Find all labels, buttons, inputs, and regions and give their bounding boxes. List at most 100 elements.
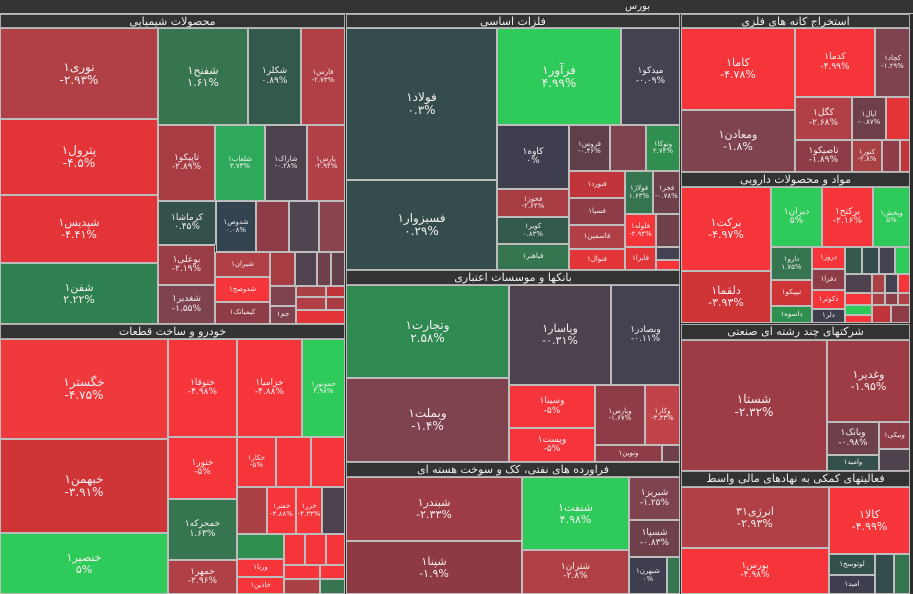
stock-tile[interactable]: کویر۱ ۰.۸۳% xyxy=(497,217,569,244)
stock-tile[interactable]: دفرا۱ xyxy=(812,269,845,290)
stock-tile[interactable]: کچاد۱ -۱.۲۹% xyxy=(875,28,910,97)
sector-header[interactable]: استخراج کانه های فلزی xyxy=(681,14,910,28)
stock-tile-unlabeled[interactable] xyxy=(296,286,326,297)
stock-tile[interactable]: تیپیکو۱ xyxy=(771,280,812,306)
stock-tile-unlabeled[interactable] xyxy=(872,305,891,323)
stock-tile-unlabeled[interactable] xyxy=(284,565,320,579)
stock-tile[interactable]: شپدیس۱ -۴.۴۱% xyxy=(0,195,158,263)
stock-tile[interactable]: خنصیر۱ ۵% xyxy=(0,533,168,594)
stock-tile-unlabeled[interactable] xyxy=(270,252,295,286)
stock-tile-unlabeled[interactable] xyxy=(319,201,345,252)
stock-tile[interactable]: شیران۱ xyxy=(215,252,270,277)
stock-tile[interactable]: ختور۱ -۵% xyxy=(168,437,237,499)
stock-tile[interactable]: وامید۱ xyxy=(827,455,879,471)
stock-tile[interactable]: شبریز۱ -۱.۲۵% xyxy=(629,477,680,520)
sector-header[interactable]: فراورده های نفتی، کک و سوخت هسته ای xyxy=(346,462,680,477)
stock-tile[interactable]: فولاد۱ ۰.۳% xyxy=(346,28,497,180)
stock-tile[interactable]: وپارس۱ -۱.۶۷% xyxy=(595,385,645,445)
stock-tile[interactable]: خمهر۱ -۲.۹۶% xyxy=(168,560,237,594)
stock-tile-unlabeled[interactable] xyxy=(667,557,680,594)
stock-tile-unlabeled[interactable] xyxy=(886,97,910,140)
stock-tile[interactable]: پترول۱ -۴.۵% xyxy=(0,119,158,195)
stock-tile-unlabeled[interactable] xyxy=(322,487,345,534)
stock-tile[interactable]: وکار۱ -۳.۳۳% xyxy=(645,385,680,445)
stock-tile-unlabeled[interactable] xyxy=(320,579,345,594)
stock-tile[interactable]: دیران۱ ۵% xyxy=(771,187,822,247)
stock-tile[interactable]: خموتور۱ ۴.۹۸% xyxy=(302,339,345,437)
stock-tile[interactable]: فخوز۱ -۲.۶۴% xyxy=(497,189,569,217)
stock-tile[interactable]: تاپیکو۱ -۲.۸۹% xyxy=(158,125,215,201)
stock-tile[interactable]: وتوکا۱ ۲.۷۴% xyxy=(646,125,680,171)
sector-header[interactable]: خودرو و ساخت قطعات xyxy=(0,324,345,339)
stock-tile-unlabeled[interactable] xyxy=(845,315,872,323)
stock-tile[interactable]: برکتح۱ -۲.۱۶% xyxy=(822,187,873,247)
stock-tile-unlabeled[interactable] xyxy=(237,487,267,534)
stock-tile-unlabeled[interactable] xyxy=(862,247,879,274)
stock-tile[interactable]: وغدیر۱ -۱.۹۵% xyxy=(827,340,910,422)
stock-tile-unlabeled[interactable] xyxy=(276,437,311,487)
stock-tile[interactable]: خزر۱ -۴.۳۳% xyxy=(296,487,322,534)
stock-tile[interactable]: کاما۱ -۴.۷۸% xyxy=(681,28,795,110)
stock-tile-unlabeled[interactable] xyxy=(900,140,910,172)
stock-tile[interactable]: فروس۱ -۰.۴۶% xyxy=(569,125,610,171)
stock-tile[interactable]: کدما۱ -۴.۹۹% xyxy=(795,28,875,97)
stock-tile[interactable]: ختوقا۱ -۴.۹۸% xyxy=(168,339,237,437)
stock-tile[interactable]: فاسمین۱ xyxy=(569,225,625,249)
stock-tile-unlabeled[interactable] xyxy=(326,534,345,565)
stock-tile[interactable]: شسپا۱ -۰.۸۳% xyxy=(629,520,680,557)
stock-tile[interactable]: کرماشا۱ ۰.۴۵% xyxy=(158,201,216,245)
stock-tile[interactable]: وبملت۱ -۱.۴% xyxy=(346,378,509,462)
stock-tile[interactable]: فایرا۱ xyxy=(625,247,656,270)
stock-tile[interactable]: خاذین۱ xyxy=(237,577,284,594)
stock-tile-unlabeled[interactable] xyxy=(885,274,898,293)
stock-tile-unlabeled[interactable] xyxy=(610,125,646,171)
stock-tile-unlabeled[interactable] xyxy=(326,286,345,297)
stock-tile[interactable]: برکت۱ -۴.۹۷% xyxy=(681,187,771,271)
stock-tile[interactable]: وپاسار۱ -۰.۳۱% xyxy=(509,285,611,385)
stock-tile[interactable]: وپخش۱ ۵% xyxy=(873,187,910,247)
stock-tile[interactable]: وبانک۱ -۰.۹۸% xyxy=(827,422,879,455)
stock-tile-unlabeled[interactable] xyxy=(270,286,296,306)
stock-tile-unlabeled[interactable] xyxy=(875,554,894,594)
stock-tile-unlabeled[interactable] xyxy=(320,565,345,579)
sector-header[interactable]: مواد و محصولات دارویی xyxy=(681,172,910,187)
stock-tile[interactable]: وبصادر۱ -۰.۱۱% xyxy=(611,285,680,385)
stock-tile[interactable]: وپست۱ -۵% xyxy=(509,428,595,462)
sector-header[interactable]: بانکها و موسسات اعتباری xyxy=(346,270,680,285)
stock-tile[interactable]: تاصیکو۱ -۱.۸۹% xyxy=(795,140,852,172)
stock-tile[interactable]: فسبزوار۱ ۰.۲۹% xyxy=(346,180,497,270)
stock-tile[interactable]: فنورد۱ xyxy=(569,171,625,198)
stock-tile-unlabeled[interactable] xyxy=(295,252,317,286)
stock-tile-unlabeled[interactable] xyxy=(845,305,872,315)
stock-tile[interactable]: خکار۱ -۵% xyxy=(237,437,276,487)
stock-tile[interactable]: خزامیا۱ -۴.۸۸% xyxy=(237,339,302,437)
stock-tile[interactable]: دکوثر۱ xyxy=(812,290,845,309)
sector-header[interactable]: شرکتهای چند رشته ای صنعتی xyxy=(681,324,910,340)
stock-tile-unlabeled[interactable] xyxy=(845,293,872,305)
stock-tile[interactable]: شدوصح۱ xyxy=(215,277,270,302)
stock-tile[interactable]: خگستر۱ -۴.۷۵% xyxy=(0,339,168,439)
stock-tile[interactable]: شکلر۱ ۰.۸۹% xyxy=(248,28,301,125)
stock-tile[interactable]: دارو۱ ۱.۷۵% xyxy=(771,247,812,280)
stock-tile-unlabeled[interactable] xyxy=(326,297,345,310)
stock-tile[interactable]: فسپا۱ xyxy=(569,198,625,225)
stock-tile[interactable]: فرآور۱ ۴.۹۹% xyxy=(497,28,621,125)
stock-tile-unlabeled[interactable] xyxy=(872,274,885,293)
stock-tile-unlabeled[interactable] xyxy=(872,293,885,305)
stock-tile[interactable]: فباهنر۱ xyxy=(497,244,569,270)
stock-tile[interactable]: کالا۱ -۴.۹۹% xyxy=(829,487,910,554)
stock-tile[interactable]: شبندر۱ -۲.۳۳% xyxy=(346,477,522,541)
stock-tile[interactable]: اپال۱ -۰.۸۷% xyxy=(852,97,886,140)
stock-tile[interactable]: انرژی۳۱ -۲.۹۳% xyxy=(681,487,829,548)
stock-tile[interactable]: فجر۱ -۰.۷۸% xyxy=(653,171,680,214)
stock-tile[interactable]: کنور۱ -۲.۸% xyxy=(852,140,882,172)
stock-tile-unlabeled[interactable] xyxy=(284,579,320,594)
stock-tile-unlabeled[interactable] xyxy=(305,534,326,565)
stock-tile-unlabeled[interactable] xyxy=(311,437,345,487)
sector-header[interactable]: محصولات شیمیایی xyxy=(0,14,345,28)
stock-tile-unlabeled[interactable] xyxy=(296,297,326,310)
stock-tile[interactable]: داسوه۱ xyxy=(771,306,812,323)
stock-tile-unlabeled[interactable] xyxy=(662,445,680,462)
stock-tile[interactable]: وسینا۱ -۵% xyxy=(509,385,595,428)
stock-tile[interactable]: کیمیاتک۱ xyxy=(215,302,270,324)
